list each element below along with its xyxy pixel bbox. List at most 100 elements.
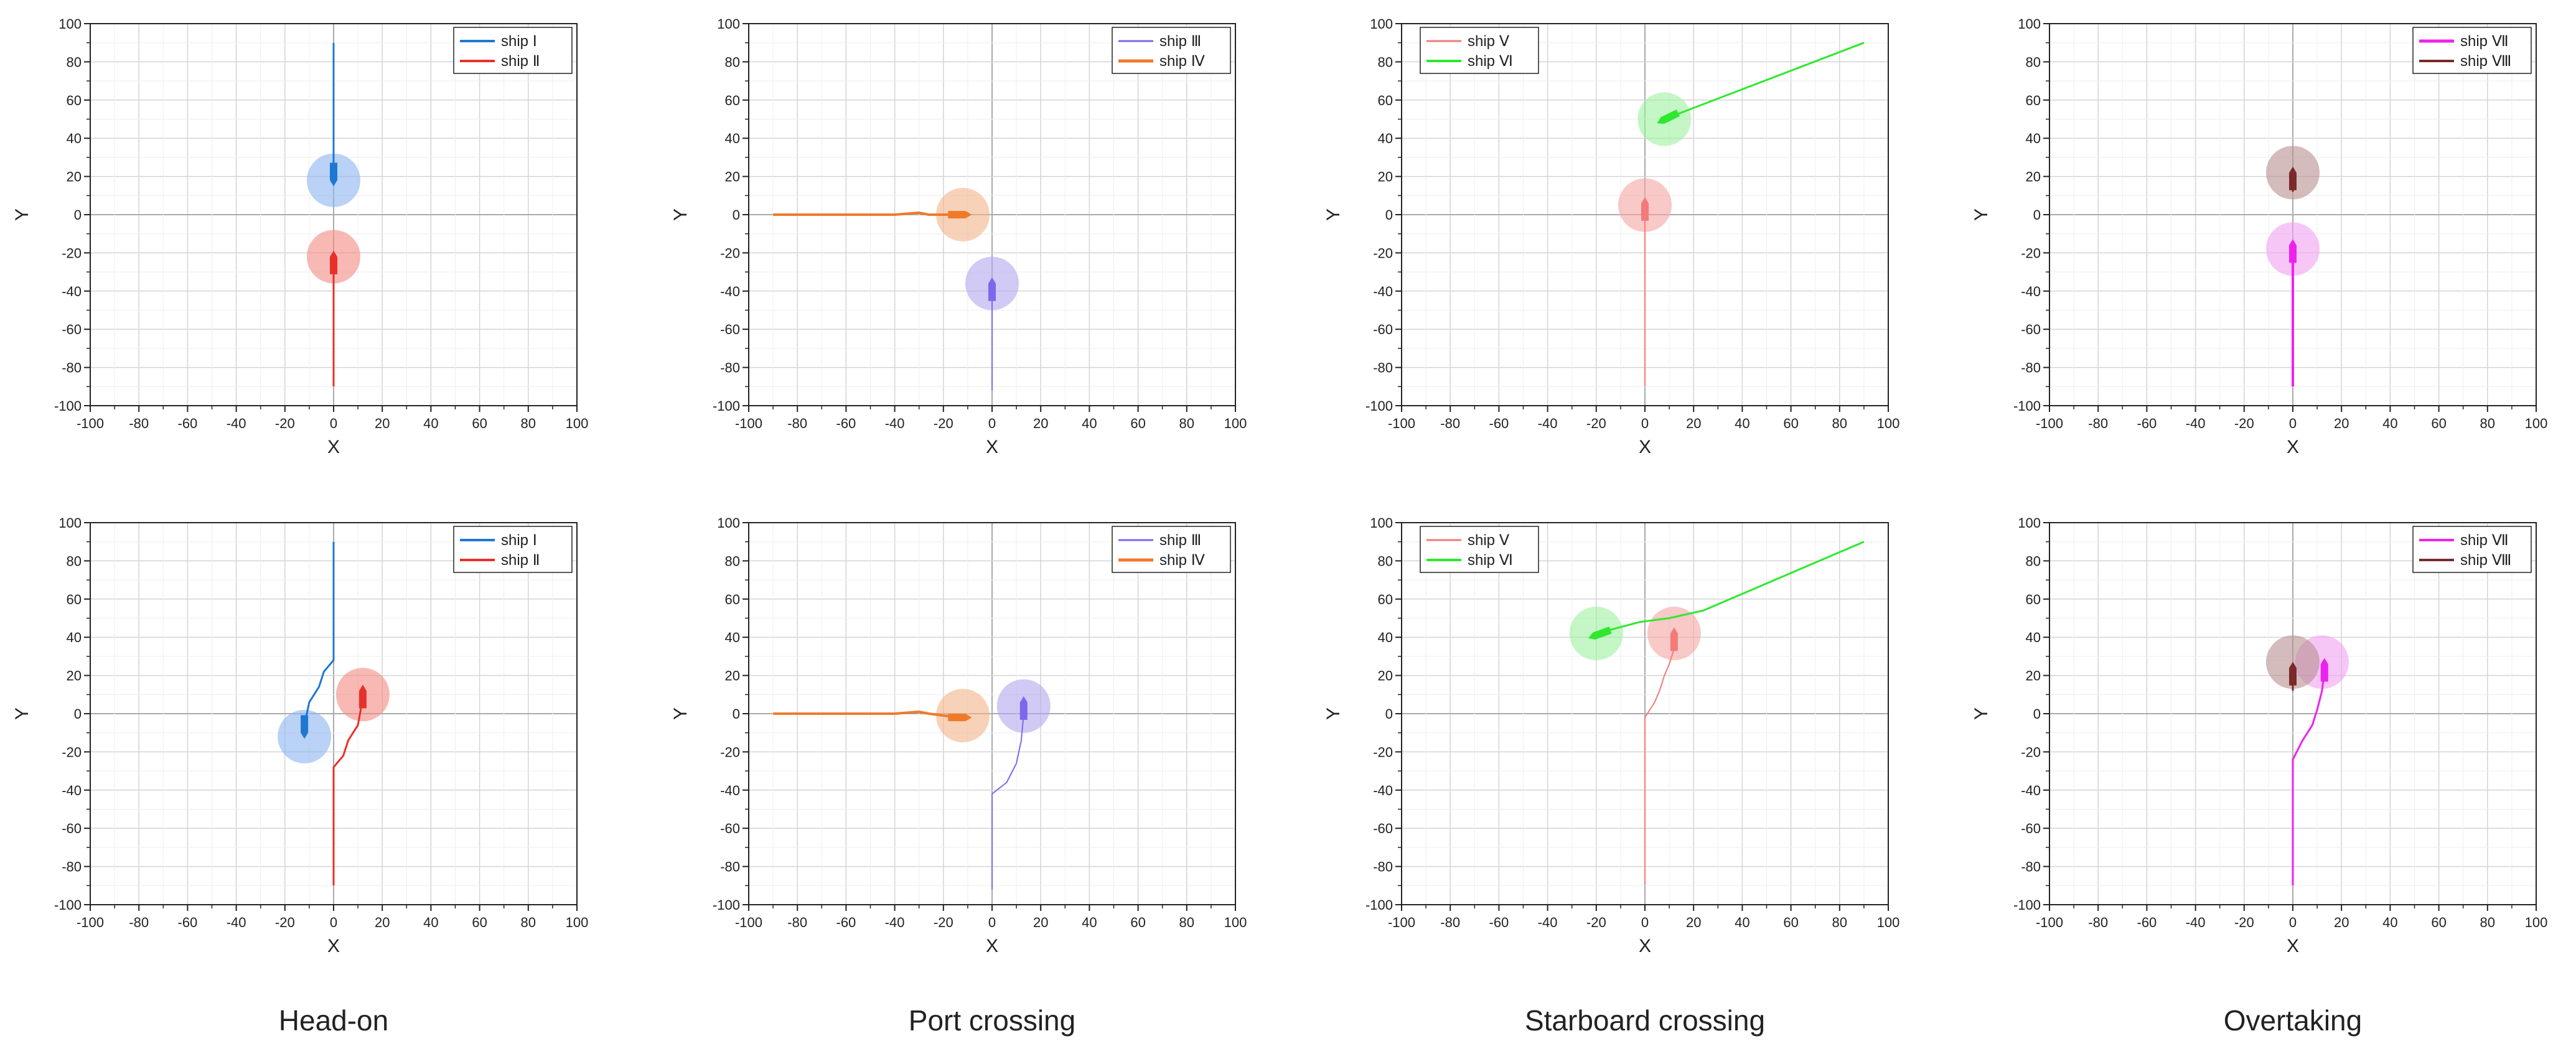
y-tick-label: 20 xyxy=(725,169,740,185)
y-tick-label: 20 xyxy=(1378,668,1393,684)
x-tick-label: 100 xyxy=(566,416,589,431)
x-tick-label: 80 xyxy=(2480,915,2495,930)
legend-box xyxy=(1420,27,1539,74)
y-tick-label: 80 xyxy=(1378,553,1393,569)
y-tick-label: -20 xyxy=(720,245,740,261)
y-tick-label: -20 xyxy=(2021,744,2041,760)
x-axis-label: X xyxy=(1639,437,1651,457)
x-tick-label: -20 xyxy=(934,915,953,930)
y-tick-label: 100 xyxy=(1370,16,1393,32)
y-tick-label: 0 xyxy=(1385,207,1393,223)
y-tick-label: 80 xyxy=(2026,54,2041,70)
y-tick-label: 60 xyxy=(725,93,740,108)
x-tick-label: -20 xyxy=(2234,416,2254,431)
x-tick-label: -60 xyxy=(836,915,856,930)
x-tick-label: 60 xyxy=(2431,915,2446,930)
x-tick-label: 0 xyxy=(330,915,337,930)
ship-marker-1 xyxy=(1019,696,1028,720)
ship-marker-1 xyxy=(301,715,309,739)
scenario-caption-3: Starboard crossing xyxy=(1525,1004,1765,1037)
x-tick-label: 40 xyxy=(1735,915,1749,930)
trajectory-2 xyxy=(1669,42,1865,118)
y-tick-label: -60 xyxy=(62,821,82,836)
x-tick-label: 20 xyxy=(375,416,390,431)
legend-label-1: ship Ⅰ xyxy=(501,532,537,549)
x-tick-label: -100 xyxy=(77,915,104,930)
y-tick-label: -100 xyxy=(713,897,740,913)
legend-label-2: ship Ⅷ xyxy=(2460,552,2511,569)
legend-label-2: ship Ⅷ xyxy=(2460,53,2511,70)
chart-panel-4: -100 -80 -60 -40 -20 0 20 40 60 80 100 -100 -80 -60 -4… xyxy=(1971,16,2547,457)
y-tick-label: 80 xyxy=(1378,54,1393,70)
x-tick-label: 80 xyxy=(1179,915,1194,930)
y-tick-label: 100 xyxy=(2018,515,2041,531)
y-tick-label: 60 xyxy=(2026,93,2041,108)
legend-box xyxy=(453,526,573,573)
y-tick-label: -60 xyxy=(1373,322,1393,337)
x-tick-label: 100 xyxy=(1224,915,1247,930)
y-axis-label: Y xyxy=(1323,707,1344,720)
legend: ship Ⅲ ship Ⅳ xyxy=(1112,526,1231,573)
chart-panel-7: -100 -80 -60 -40 -20 0 20 40 60 80 100 -100 -80 -60 -4… xyxy=(1323,515,1899,956)
legend-label-1: ship Ⅴ xyxy=(1468,532,1510,549)
y-tick-label: 0 xyxy=(733,706,740,722)
plot-content xyxy=(306,42,361,387)
x-tick-label: -20 xyxy=(2234,915,2254,930)
x-axis-label: X xyxy=(2287,437,2299,457)
x-tick-label: -80 xyxy=(2088,915,2108,930)
y-tick-label: -100 xyxy=(1365,398,1393,414)
y-tick-label: -80 xyxy=(720,859,740,875)
y-tick-label: 40 xyxy=(1378,630,1393,645)
x-tick-label: -20 xyxy=(1586,915,1606,930)
scenario-caption-1: Head-on xyxy=(279,1004,388,1037)
x-tick-label: -40 xyxy=(1538,416,1558,431)
ship-hull xyxy=(948,211,972,218)
x-tick-label: 0 xyxy=(988,915,996,930)
legend: ship Ⅶ ship Ⅷ xyxy=(2412,526,2532,573)
y-tick-label: 100 xyxy=(717,515,740,531)
ship-hull xyxy=(330,162,337,187)
trajectory-2 xyxy=(773,710,958,719)
x-tick-label: 20 xyxy=(2334,915,2349,930)
x-tick-label: 20 xyxy=(1686,416,1701,431)
legend-box xyxy=(453,27,573,74)
x-tick-label: 60 xyxy=(2431,416,2446,431)
x-tick-label: 20 xyxy=(1033,915,1048,930)
x-tick-label: 80 xyxy=(1179,416,1194,431)
x-tick-label: -40 xyxy=(227,416,246,431)
y-tick-label: 20 xyxy=(725,668,740,684)
x-tick-label: 100 xyxy=(1877,915,1900,930)
legend-label-2: ship Ⅵ xyxy=(1468,53,1513,70)
trajectory-1 xyxy=(1644,637,1675,886)
y-tick-label: 20 xyxy=(2026,668,2041,684)
ship-hull xyxy=(330,250,337,274)
y-tick-label: 60 xyxy=(67,592,82,607)
y-tick-label: -20 xyxy=(62,245,82,261)
trajectory-2 xyxy=(773,211,958,216)
y-tick-label: -60 xyxy=(2021,322,2041,337)
x-tick-label: -60 xyxy=(2137,416,2157,431)
y-tick-label: -40 xyxy=(1373,783,1393,798)
y-tick-label: 20 xyxy=(1378,169,1393,185)
x-axis-label: X xyxy=(986,936,998,956)
y-tick-label: -100 xyxy=(54,897,82,913)
y-tick-label: 20 xyxy=(2026,169,2041,185)
ship-marker-2 xyxy=(1657,109,1680,124)
y-tick-label: 60 xyxy=(1378,93,1393,108)
legend: ship Ⅰ ship Ⅱ xyxy=(453,526,573,573)
legend-label-2: ship Ⅳ xyxy=(1159,53,1205,70)
ship-hull xyxy=(2289,166,2297,190)
plot-content xyxy=(773,187,1019,391)
x-tick-label: 0 xyxy=(1641,416,1649,431)
x-axis-label: X xyxy=(2287,936,2299,956)
legend: ship Ⅶ ship Ⅷ xyxy=(2412,27,2532,74)
ship-marker-1 xyxy=(1641,197,1649,221)
x-tick-label: -40 xyxy=(885,416,905,431)
legend-label-1: ship Ⅶ xyxy=(2460,33,2509,50)
x-tick-label: 0 xyxy=(1641,915,1649,930)
x-tick-label: 0 xyxy=(330,416,337,431)
ship-marker-1 xyxy=(1670,627,1678,651)
x-tick-label: -80 xyxy=(2088,416,2108,431)
x-tick-label: 80 xyxy=(521,416,536,431)
x-tick-label: 60 xyxy=(472,416,487,431)
